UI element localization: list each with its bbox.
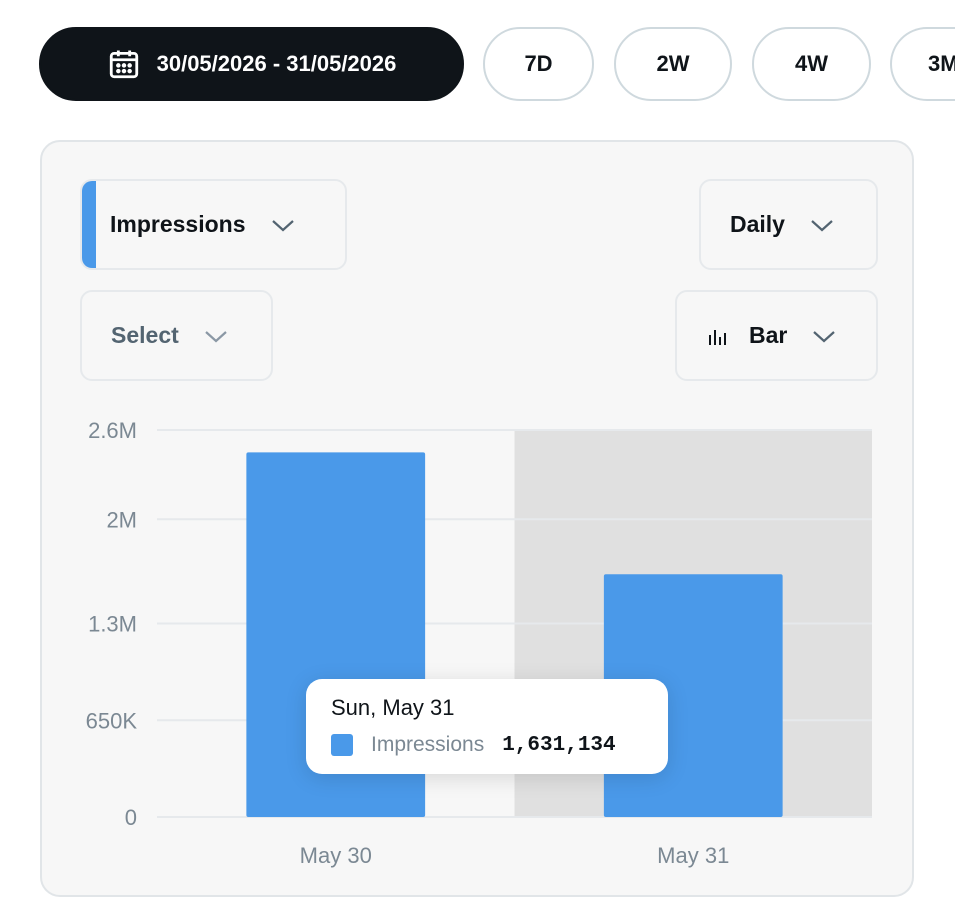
chevron-down-icon bbox=[203, 327, 229, 345]
interval-dropdown-label: Daily bbox=[730, 211, 785, 237]
chevron-down-icon bbox=[809, 216, 835, 234]
metric-dropdown-label: Impressions bbox=[110, 211, 246, 237]
bar-chart-icon bbox=[707, 326, 729, 346]
chart-card: Impressions Daily Select Bar bbox=[40, 140, 914, 897]
compare-dropdown-label: Select bbox=[111, 322, 179, 348]
date-range-button[interactable]: 30/05/2026 - 31/05/2026 bbox=[39, 27, 464, 101]
tooltip-series-swatch bbox=[331, 734, 353, 756]
chart-tooltip: Sun, May 31 Impressions 1,631,134 bbox=[306, 679, 668, 774]
tab-4w[interactable]: 4W bbox=[752, 27, 871, 101]
chevron-down-icon bbox=[811, 327, 837, 345]
interval-dropdown[interactable]: Daily bbox=[699, 179, 878, 270]
tab-3m-label: 3M bbox=[928, 51, 955, 76]
tooltip-series-label: Impressions bbox=[371, 733, 485, 756]
compare-dropdown[interactable]: Select bbox=[80, 290, 273, 381]
chart-type-dropdown[interactable]: Bar bbox=[675, 290, 878, 381]
tooltip-date: Sun, May 31 bbox=[331, 695, 455, 720]
tab-2w-label: 2W bbox=[656, 51, 690, 76]
tab-2w[interactable]: 2W bbox=[614, 27, 732, 101]
tooltip-series-value: 1,631,134 bbox=[502, 733, 616, 757]
metric-dropdown[interactable]: Impressions bbox=[80, 179, 347, 270]
calendar-icon bbox=[107, 47, 141, 81]
metric-color-indicator bbox=[82, 181, 96, 268]
date-range-label: 30/05/2026 - 31/05/2026 bbox=[156, 51, 397, 76]
chevron-down-icon bbox=[270, 216, 296, 234]
tab-7d-label: 7D bbox=[524, 51, 553, 76]
tab-4w-label: 4W bbox=[795, 51, 828, 76]
tab-3m[interactable]: 3M bbox=[890, 27, 955, 101]
chart-type-dropdown-label: Bar bbox=[749, 322, 788, 348]
tab-7d[interactable]: 7D bbox=[483, 27, 594, 101]
